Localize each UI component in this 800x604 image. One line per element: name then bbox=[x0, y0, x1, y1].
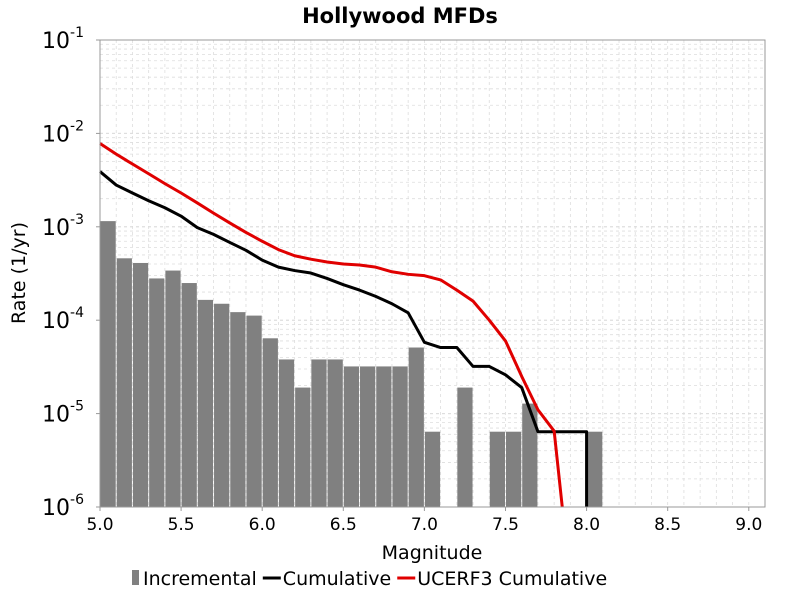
incremental-bar bbox=[505, 431, 522, 507]
y-tick-label: 10-4 bbox=[42, 305, 84, 334]
legend: Incremental Cumulative UCERF3 Cumulative bbox=[132, 568, 607, 590]
legend-label: Cumulative bbox=[283, 568, 391, 590]
incremental-bar bbox=[278, 359, 295, 507]
incremental-bar bbox=[327, 359, 343, 507]
incremental-bar bbox=[149, 278, 165, 507]
legend-item: Cumulative bbox=[262, 568, 391, 590]
y-tick-label: 10-2 bbox=[42, 118, 84, 147]
incremental-bar bbox=[343, 366, 360, 507]
incremental-bar bbox=[165, 270, 181, 507]
incremental-bar bbox=[489, 431, 505, 507]
x-tick-label: 6.5 bbox=[330, 515, 357, 535]
incremental-bar bbox=[376, 366, 392, 507]
incremental-bar bbox=[408, 347, 424, 507]
legend-item: UCERF3 Cumulative bbox=[397, 568, 607, 590]
incremental-bar bbox=[230, 312, 246, 507]
ucerf3-cumulative-line bbox=[99, 142, 564, 508]
y-tick-label: 10-6 bbox=[42, 492, 84, 521]
legend-item: Incremental bbox=[132, 568, 257, 590]
tick-layer: 5.0 5.5 6.0 6.5 7.0 7.5 8.0 8.5 9.0 10-6 10-5 10-4 1… bbox=[42, 25, 762, 535]
legend-label: UCERF3 Cumulative bbox=[417, 568, 607, 590]
x-tick-label: 5.5 bbox=[168, 515, 195, 535]
x-tick-label: 8.5 bbox=[654, 515, 681, 535]
incremental-bar bbox=[392, 366, 408, 507]
incremental-bar bbox=[262, 338, 278, 507]
incremental-bar bbox=[246, 315, 262, 507]
incremental-bar bbox=[100, 221, 116, 507]
x-tick-label: 9.0 bbox=[735, 515, 762, 535]
x-tick-label: 7.5 bbox=[492, 515, 519, 535]
x-tick-label: 7.0 bbox=[411, 515, 438, 535]
incremental-bar bbox=[522, 403, 538, 507]
incremental-bar bbox=[587, 431, 603, 507]
incremental-bar bbox=[214, 303, 230, 507]
incremental-bar bbox=[295, 387, 311, 507]
plot-frame bbox=[99, 39, 766, 508]
incremental-bar bbox=[116, 258, 132, 507]
incremental-bar bbox=[424, 431, 441, 507]
chart-title: Hollywood MFDs bbox=[302, 4, 498, 28]
y-axis-label: Rate (1/yr) bbox=[8, 222, 30, 324]
incremental-bar bbox=[197, 299, 214, 507]
y-tick-label: 10-3 bbox=[42, 212, 84, 241]
x-tick-label: 6.0 bbox=[249, 515, 276, 535]
legend-label: Incremental bbox=[143, 568, 257, 590]
x-tick-label: 8.0 bbox=[573, 515, 600, 535]
incremental-bar bbox=[132, 262, 149, 507]
x-tick-label: 5.0 bbox=[86, 515, 113, 535]
legend-swatch-bar bbox=[132, 570, 139, 585]
incremental-bar bbox=[360, 366, 376, 507]
incremental-bar bbox=[311, 359, 327, 507]
y-tick-label: 10-1 bbox=[42, 25, 84, 54]
incremental-bar bbox=[457, 387, 473, 507]
line-layer bbox=[99, 142, 589, 508]
incremental-bar bbox=[181, 283, 197, 507]
bar-layer bbox=[100, 221, 603, 507]
cumulative-line bbox=[99, 170, 589, 507]
x-axis-label: Magnitude bbox=[382, 542, 483, 564]
y-tick-label: 10-5 bbox=[42, 399, 84, 428]
